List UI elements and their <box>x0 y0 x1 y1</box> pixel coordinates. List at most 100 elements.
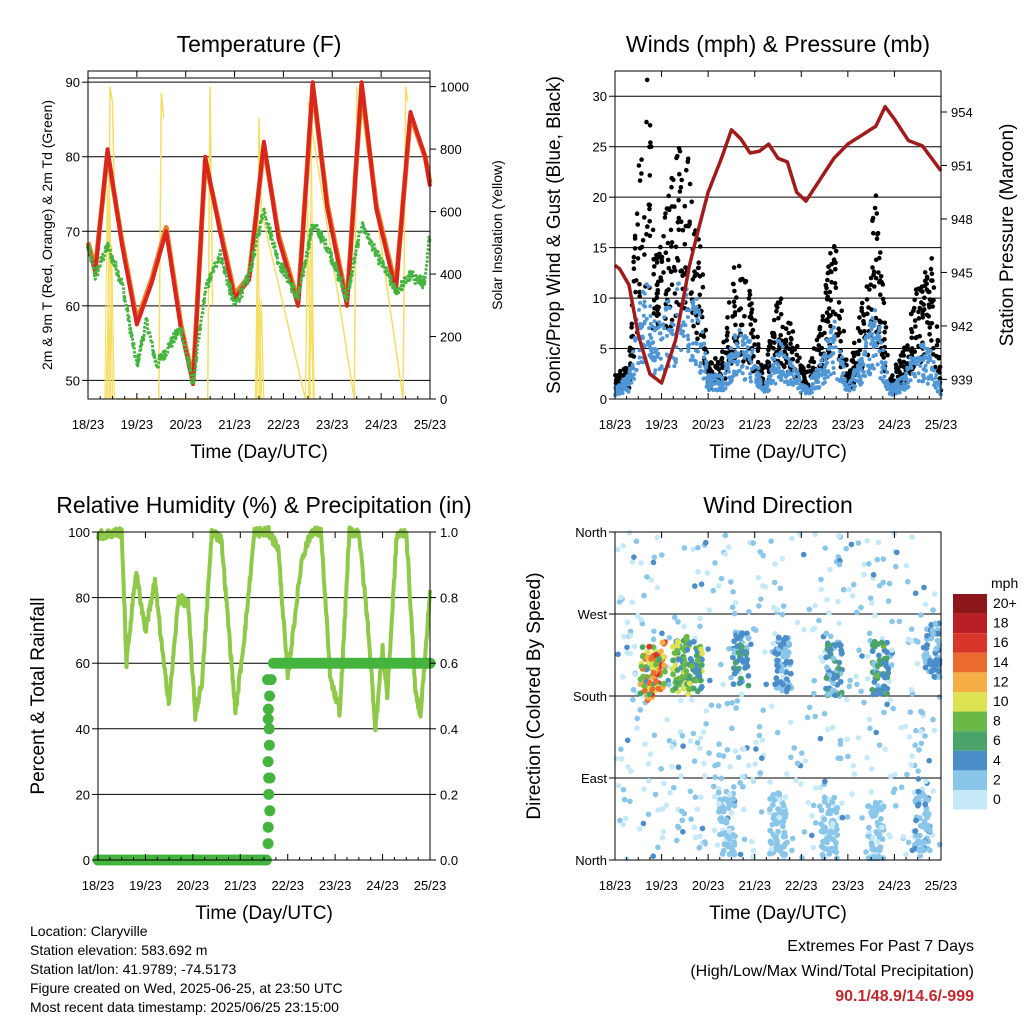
gust-point <box>934 324 940 329</box>
gust-point <box>909 311 914 317</box>
wind-point <box>639 360 644 365</box>
gust-point <box>746 296 752 301</box>
wind-point <box>786 356 791 361</box>
gust-point <box>651 271 656 277</box>
direction-point <box>670 657 676 664</box>
gust-point <box>912 318 918 323</box>
wind-point <box>698 342 703 347</box>
direction-point <box>718 575 725 582</box>
gust-point <box>658 275 663 280</box>
wind-point <box>797 385 802 390</box>
wind-point <box>680 330 685 335</box>
direction-point <box>928 635 934 642</box>
wind-point <box>736 359 741 364</box>
x-tick-label: 24/23 <box>878 417 911 432</box>
y-right-tick-label: 0.2 <box>440 787 458 802</box>
direction-point <box>812 531 819 538</box>
wind-point <box>695 349 700 354</box>
wind-point <box>809 389 814 394</box>
wind-point <box>666 299 671 304</box>
direction-point <box>824 597 830 603</box>
gust-point <box>696 260 701 266</box>
direction-point <box>865 803 871 810</box>
gust-point <box>828 298 833 303</box>
direction-point <box>744 630 750 637</box>
direction-point <box>773 675 780 682</box>
direction-point <box>653 678 659 685</box>
wind-point <box>647 332 652 337</box>
direction-point <box>644 574 650 580</box>
wind-point <box>745 345 750 350</box>
direction-point <box>908 762 914 768</box>
gust-point <box>749 310 754 316</box>
direction-point <box>771 604 777 611</box>
chart-title: Temperature (F) <box>177 31 342 57</box>
gust-point <box>913 324 918 329</box>
wind-point <box>872 319 877 324</box>
direction-point <box>769 821 776 828</box>
gust-point <box>778 296 784 302</box>
direction-point <box>779 667 785 674</box>
wind-point <box>832 319 837 324</box>
direction-point <box>757 770 764 776</box>
gust-point <box>672 291 678 296</box>
gust-point <box>698 244 703 249</box>
wind-point <box>881 348 886 352</box>
wind-point <box>694 362 698 367</box>
gust-point <box>924 312 930 318</box>
gust-point <box>937 364 943 370</box>
wind-point <box>908 378 913 383</box>
gust-point <box>822 330 827 336</box>
direction-point <box>637 690 644 697</box>
direction-point <box>636 826 643 832</box>
gust-point <box>666 206 671 211</box>
direction-point <box>655 844 661 851</box>
direction-point <box>879 804 886 811</box>
direction-point <box>810 802 817 809</box>
wind-point <box>918 363 923 368</box>
gust-point <box>901 359 907 365</box>
gust-point <box>882 337 887 342</box>
direction-point <box>776 814 783 821</box>
direction-point <box>644 649 651 655</box>
direction-point <box>874 556 881 563</box>
gust-point <box>857 315 862 320</box>
direction-point <box>893 563 899 570</box>
direction-point <box>923 823 930 830</box>
wind-point <box>767 374 771 379</box>
direction-point <box>794 619 801 626</box>
direction-point <box>727 801 733 807</box>
direction-point <box>892 771 898 778</box>
wind-point <box>855 363 860 368</box>
gust-point <box>878 320 884 325</box>
gust-point <box>766 344 772 349</box>
direction-point <box>781 851 788 857</box>
direction-point <box>650 636 657 643</box>
direction-point <box>654 584 661 591</box>
direction-point <box>781 649 787 656</box>
direction-point <box>918 729 924 735</box>
gust-point <box>672 268 678 273</box>
wind-point <box>714 387 718 392</box>
wind-point <box>932 383 937 388</box>
gust-point <box>691 323 696 329</box>
gust-point <box>647 219 652 224</box>
direction-point <box>681 685 688 692</box>
gust-point <box>912 349 917 355</box>
y-right-tick-label: 0.0 <box>440 853 458 868</box>
gust-point <box>808 359 813 364</box>
direction-point <box>698 662 705 668</box>
direction-point <box>687 738 694 744</box>
direction-point <box>830 836 836 842</box>
x-axis-label: Time (Day/UTC) <box>190 442 328 463</box>
wind-point <box>698 361 703 365</box>
x-tick-label: 22/23 <box>785 878 818 893</box>
direction-point <box>731 610 738 617</box>
gust-point <box>788 335 794 341</box>
direction-point <box>659 630 665 637</box>
direction-point <box>760 583 766 589</box>
direction-point <box>641 592 647 599</box>
direction-point <box>869 686 876 693</box>
direction-point <box>718 831 725 838</box>
